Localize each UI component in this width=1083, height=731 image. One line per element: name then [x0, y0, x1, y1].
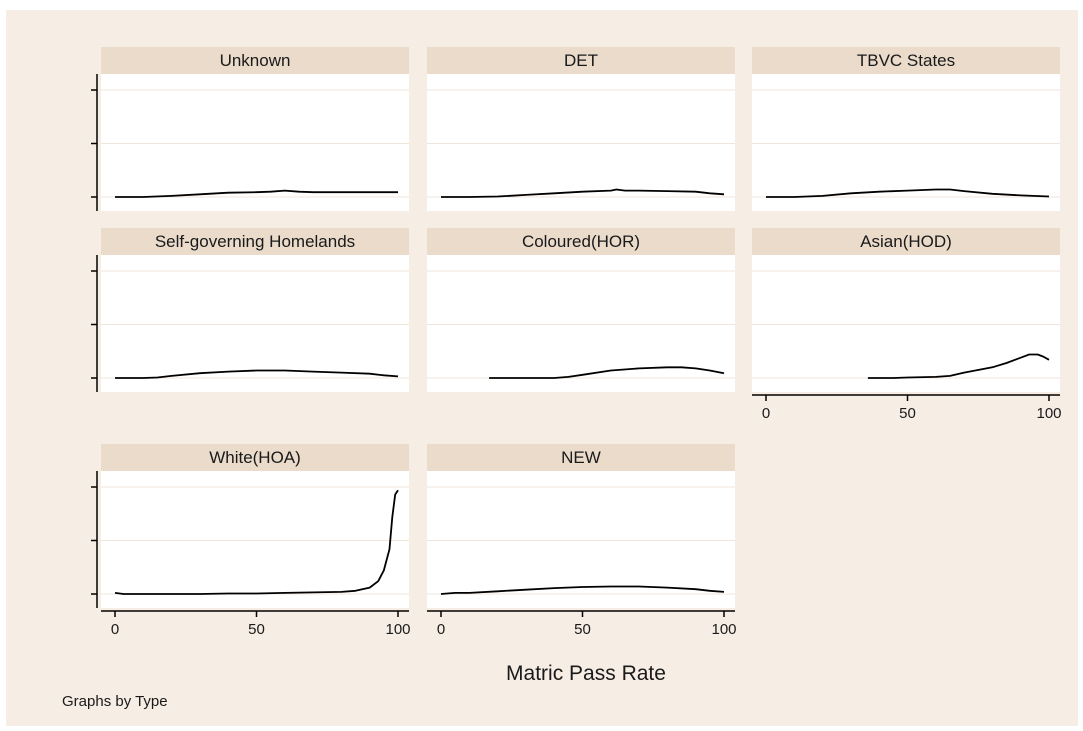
panel-title-white-hoa: White(HOA)	[101, 444, 409, 471]
panel-title-asian-hod: Asian(HOD)	[752, 228, 1060, 255]
panel-title-self-governing-homelands: Self-governing Homelands	[101, 228, 409, 255]
panel-title-new: NEW	[427, 444, 735, 471]
figure: Unknown DET TBVC States Self-governing H…	[6, 10, 1078, 726]
x-tick-label-white-hoa-0: 0	[111, 621, 119, 638]
x-tick-label-white-hoa-100: 100	[385, 621, 410, 638]
x-axis-label: Matric Pass Rate	[506, 662, 666, 685]
panel-plot-tbvc-states	[752, 74, 1060, 211]
panel-plot-white-hoa	[101, 471, 409, 608]
series-line-white-hoa	[114, 489, 399, 595]
series-line-new	[440, 585, 725, 595]
x-tick-label-new-0: 0	[437, 621, 445, 638]
x-tick-label-white-hoa-50: 50	[248, 621, 265, 638]
series-line-det	[441, 188, 725, 198]
series-line-self-governing-homelands	[115, 369, 399, 379]
series-line-coloured-hor	[489, 366, 725, 379]
series-line-asian-hod	[867, 353, 1050, 379]
panel-plot-asian-hod	[752, 255, 1060, 392]
panel-title-det: DET	[427, 47, 735, 74]
panel-title-tbvc-states: TBVC States	[752, 47, 1060, 74]
panel-plot-unknown	[101, 74, 409, 211]
panel-plot-coloured-hor	[427, 255, 735, 392]
panel-plot-new	[427, 471, 735, 608]
x-tick-label-asian-hod-100: 100	[1036, 405, 1061, 422]
graphs-by-note: Graphs by Type	[62, 693, 168, 710]
series-line-unknown	[115, 189, 398, 198]
panel-plot-self-governing-homelands	[101, 255, 409, 392]
x-tick-label-asian-hod-50: 50	[899, 405, 916, 422]
chart-svg: 0 50 100 0 50 100 0 50 100	[91, 74, 1062, 638]
panel-title-unknown: Unknown	[101, 47, 409, 74]
x-tick-label-new-100: 100	[711, 621, 736, 638]
series-line-tbvc-states	[766, 188, 1050, 198]
panel-title-coloured-hor: Coloured(HOR)	[427, 228, 735, 255]
x-tick-label-new-50: 50	[574, 621, 591, 638]
x-tick-label-asian-hod-0: 0	[762, 405, 770, 422]
panel-plot-det	[427, 74, 735, 211]
